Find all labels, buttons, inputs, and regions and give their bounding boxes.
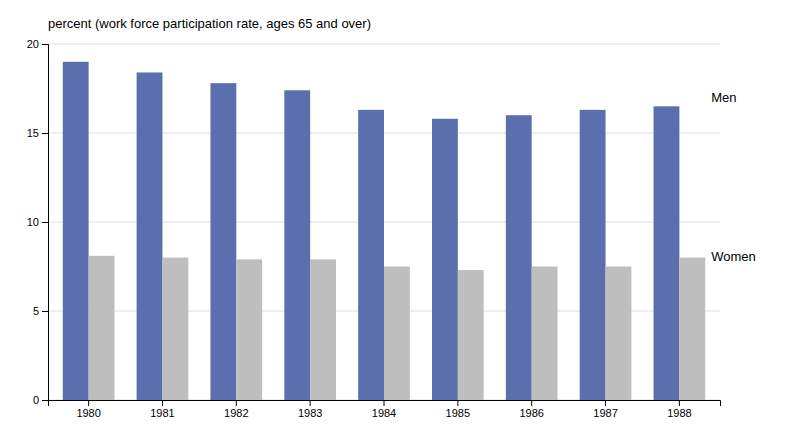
axis-line bbox=[49, 401, 721, 407]
grid bbox=[48, 44, 720, 400]
series bbox=[63, 62, 680, 400]
grid-line bbox=[48, 44, 720, 45]
bar bbox=[532, 267, 558, 401]
tick-label: 1980 bbox=[76, 407, 100, 419]
tick-label: 1987 bbox=[593, 407, 617, 419]
tick: 5 bbox=[33, 305, 48, 317]
tick: 0 bbox=[33, 394, 48, 406]
bar bbox=[236, 259, 262, 400]
tick-mark bbox=[236, 400, 237, 406]
tick: 10 bbox=[27, 216, 48, 228]
bar bbox=[358, 110, 384, 400]
series bbox=[89, 256, 706, 400]
tick-mark bbox=[162, 400, 163, 406]
series-labels: Men Women bbox=[711, 90, 756, 264]
tick: 1983 bbox=[298, 400, 322, 419]
tick-mark bbox=[42, 222, 48, 223]
bar bbox=[679, 258, 705, 400]
tick: 20 bbox=[27, 38, 48, 50]
bar bbox=[63, 62, 89, 400]
bar bbox=[506, 115, 532, 400]
tick-mark bbox=[679, 400, 680, 406]
bar bbox=[432, 119, 458, 400]
tick: 1988 bbox=[667, 400, 691, 419]
bar bbox=[284, 90, 310, 400]
tick-label: 1984 bbox=[372, 407, 396, 419]
plot: 0 5 10 15 20 1980 1981 1982 1983 1984 1985 1986 1987… bbox=[27, 38, 756, 419]
tick-label: 15 bbox=[27, 127, 39, 139]
tick-mark bbox=[457, 400, 458, 406]
bars bbox=[63, 62, 705, 400]
bar bbox=[580, 110, 606, 400]
tick-label: 1982 bbox=[224, 407, 248, 419]
bar bbox=[310, 259, 336, 400]
tick-mark bbox=[531, 400, 532, 406]
bar bbox=[654, 106, 680, 400]
tick-label: 1983 bbox=[298, 407, 322, 419]
tick-mark bbox=[384, 400, 385, 406]
tick: 1980 bbox=[76, 400, 100, 419]
x-axis: 1980 1981 1982 1983 1984 1985 1986 1987 1988 bbox=[49, 400, 721, 419]
tick: 1981 bbox=[150, 400, 174, 419]
tick: 1982 bbox=[224, 400, 248, 419]
tick-mark bbox=[42, 133, 48, 134]
tick-mark bbox=[88, 400, 89, 406]
series-label: Women bbox=[711, 249, 756, 264]
bar bbox=[606, 267, 632, 401]
tick-mark bbox=[42, 311, 48, 312]
y-axis: 0 5 10 15 20 bbox=[27, 38, 49, 406]
tick-mark bbox=[42, 44, 48, 45]
tick-label: 1985 bbox=[446, 407, 470, 419]
tick-label: 10 bbox=[27, 216, 39, 228]
tick-label: 1986 bbox=[519, 407, 543, 419]
series-label: Men bbox=[711, 90, 736, 105]
bar bbox=[162, 258, 188, 400]
title: percent (work force participation rate, … bbox=[48, 16, 371, 31]
tick: 1986 bbox=[519, 400, 543, 419]
tick-label: 20 bbox=[27, 38, 39, 50]
tick-mark bbox=[605, 400, 606, 406]
bar bbox=[89, 256, 115, 400]
tick-label: 1988 bbox=[667, 407, 691, 419]
tick-mark bbox=[310, 400, 311, 406]
tick: 15 bbox=[27, 127, 48, 139]
chart: 0 5 10 15 20 1980 1981 1982 1983 1984 1985 1986 1987… bbox=[0, 0, 800, 434]
tick: 1984 bbox=[372, 400, 396, 419]
tick-label: 1981 bbox=[150, 407, 174, 419]
tick: 1987 bbox=[593, 400, 617, 419]
axis-line bbox=[42, 45, 49, 401]
bar bbox=[210, 83, 236, 400]
bar bbox=[384, 267, 410, 401]
bar bbox=[458, 270, 484, 400]
tick-label: 0 bbox=[33, 394, 39, 406]
tick: 1985 bbox=[446, 400, 470, 419]
tick-label: 5 bbox=[33, 305, 39, 317]
bar bbox=[137, 72, 163, 400]
tick-mark bbox=[42, 400, 48, 401]
